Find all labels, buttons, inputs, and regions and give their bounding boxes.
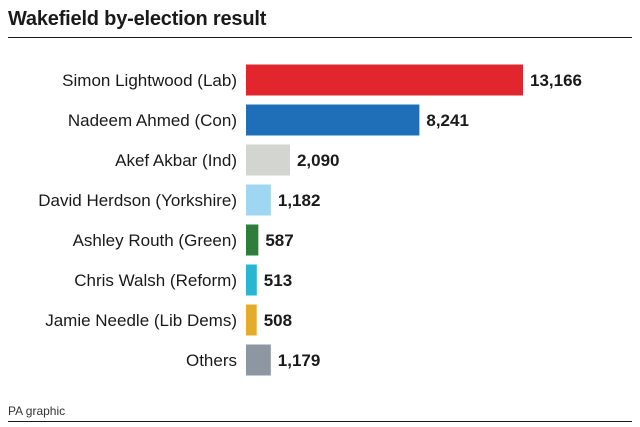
category-label: Jamie Needle (Lib Dems) (45, 311, 237, 330)
category-label: David Herdson (Yorkshire) (38, 191, 237, 210)
bar (246, 224, 259, 256)
title-divider (8, 37, 632, 38)
category-label: Chris Walsh (Reform) (74, 271, 237, 290)
value-label: 508 (264, 311, 292, 330)
category-label: Others (186, 351, 237, 370)
bar-chart: Simon Lightwood (Lab) 13,166 Nadeem Ahmed … (38, 64, 582, 376)
category-label: Nadeem Ahmed (Con) (68, 111, 237, 130)
bar (246, 144, 290, 176)
value-label: 1,179 (278, 351, 321, 370)
value-label: 587 (265, 231, 293, 250)
bar (246, 104, 420, 136)
value-label: 2,090 (297, 151, 340, 170)
bar (246, 64, 523, 96)
value-label: 513 (264, 271, 292, 290)
bar (246, 184, 271, 216)
value-label: 8,241 (426, 111, 469, 130)
category-label: Ashley Routh (Green) (73, 231, 237, 250)
footer-divider (8, 421, 632, 422)
bar (246, 304, 257, 336)
chart-title: Wakefield by-election result (8, 8, 267, 30)
value-label: 13,166 (530, 71, 582, 90)
category-label: Simon Lightwood (Lab) (62, 71, 237, 90)
bar (246, 264, 257, 296)
value-label: 1,182 (278, 191, 321, 210)
source-credit: PA graphic (8, 404, 66, 418)
bar (246, 344, 271, 376)
category-label: Akef Akbar (Ind) (115, 151, 237, 170)
